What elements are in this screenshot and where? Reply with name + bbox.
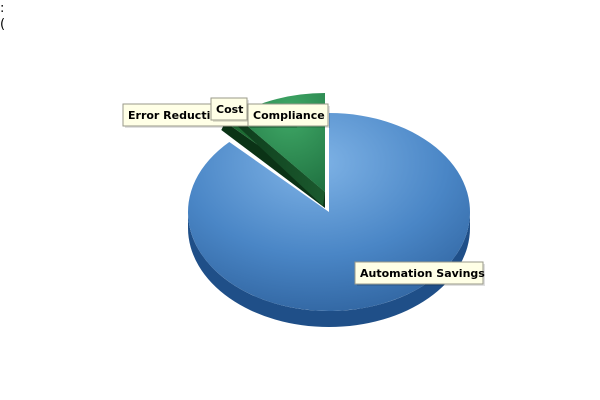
header-colon: : <box>0 1 5 16</box>
header-paren: ( <box>0 17 6 32</box>
svg-text:Compliance: Compliance <box>253 109 325 122</box>
tooltip-cost: Cost <box>210 97 249 122</box>
tooltip-automation-savings: Automation Savings <box>354 261 485 286</box>
tooltip-compliance: Compliance <box>247 103 330 128</box>
svg-text:Cost: Cost <box>216 103 243 116</box>
slice-side-error-reduction <box>221 121 325 208</box>
slice-side-compliance <box>235 115 325 206</box>
slice-side-automation-savings <box>188 212 470 327</box>
svg-text:Automation Savings: Automation Savings <box>360 267 485 280</box>
